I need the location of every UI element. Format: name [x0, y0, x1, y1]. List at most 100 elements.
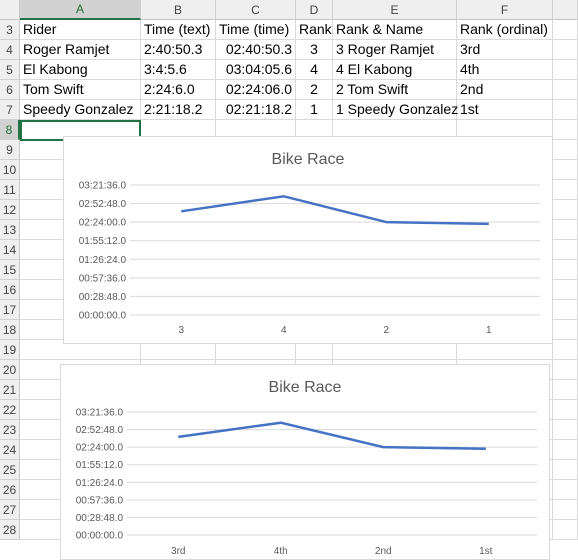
row-header-7[interactable]: 7 — [0, 100, 20, 120]
cell-b4[interactable]: 2:40:50.3 — [141, 40, 216, 60]
cell-g26[interactable] — [553, 480, 578, 500]
cell-f19[interactable] — [457, 340, 553, 360]
row-header-21[interactable]: 21 — [0, 380, 20, 400]
row-header-28[interactable]: 28 — [0, 520, 20, 540]
row-header-11[interactable]: 11 — [0, 180, 20, 200]
column-header-a[interactable]: A — [20, 0, 141, 20]
row-header-12[interactable]: 12 — [0, 200, 20, 220]
cell-c5[interactable]: 03:04:05.6 — [216, 60, 296, 80]
row-header-14[interactable]: 14 — [0, 240, 20, 260]
row-header-13[interactable]: 13 — [0, 220, 20, 240]
row-header-17[interactable]: 17 — [0, 300, 20, 320]
cell-g12[interactable] — [553, 200, 578, 220]
cell-g7[interactable] — [553, 100, 578, 120]
cell-b5[interactable]: 3:4:5.6 — [141, 60, 216, 80]
cell-e5[interactable]: 4 El Kabong — [333, 60, 457, 80]
cell-g10[interactable] — [553, 160, 578, 180]
cell-b7[interactable]: 2:21:18.2 — [141, 100, 216, 120]
bike-race-chart-rank[interactable]: Bike Race 03:21:36.0 02:52:48.0 02:24:00.0 0… — [63, 136, 553, 344]
cell-d7[interactable]: 1 — [296, 100, 333, 120]
row-header-24[interactable]: 24 — [0, 440, 20, 460]
cell-b3[interactable]: Time (text) — [141, 20, 216, 40]
column-header-e[interactable]: E — [333, 0, 457, 20]
cell-g9[interactable] — [553, 140, 578, 160]
cell-e7[interactable]: 1 Speedy Gonzalez — [333, 100, 458, 120]
cell-a4[interactable]: Roger Ramjet — [20, 40, 141, 60]
cell-g23[interactable] — [553, 420, 578, 440]
row-header-16[interactable]: 16 — [0, 280, 20, 300]
cell-c7[interactable]: 02:21:18.2 — [216, 100, 296, 120]
row-header-3[interactable]: 3 — [0, 20, 20, 40]
cell-g5[interactable] — [553, 60, 578, 80]
cell-a7[interactable]: Speedy Gonzalez — [20, 100, 141, 120]
column-header-c[interactable]: C — [216, 0, 296, 20]
row-header-25[interactable]: 25 — [0, 460, 20, 480]
series-line[interactable] — [181, 195, 489, 226]
cell-g6[interactable] — [553, 80, 578, 100]
cell-g24[interactable] — [553, 440, 578, 460]
cell-g22[interactable] — [553, 400, 578, 420]
cell-b19[interactable] — [141, 340, 216, 360]
cell-g13[interactable] — [553, 220, 578, 240]
row-header-6[interactable]: 6 — [0, 80, 20, 100]
row-header-9[interactable]: 9 — [0, 140, 20, 160]
row-header-15[interactable]: 15 — [0, 260, 20, 280]
cell-g8[interactable] — [553, 120, 578, 140]
cell-d5[interactable]: 4 — [296, 60, 333, 80]
cell-g16[interactable] — [553, 280, 578, 300]
cell-f3[interactable]: Rank (ordinal) — [457, 20, 553, 40]
select-all-corner[interactable] — [0, 0, 20, 20]
cell-b6[interactable]: 2:24:6.0 — [141, 80, 216, 100]
row-header-5[interactable]: 5 — [0, 60, 20, 80]
cell-d19[interactable] — [296, 340, 333, 360]
row-header-20[interactable]: 20 — [0, 360, 20, 380]
bike-race-chart-ordinal[interactable]: Bike Race 03:21:36.0 02:52:48.0 02:24:00.0 0… — [60, 364, 550, 560]
cell-a5[interactable]: El Kabong — [20, 60, 141, 80]
row-header-26[interactable]: 26 — [0, 480, 20, 500]
cell-g4[interactable] — [553, 40, 578, 60]
cell-e3[interactable]: Rank & Name — [333, 20, 457, 40]
series-line[interactable] — [178, 421, 486, 451]
cell-g28[interactable] — [553, 520, 578, 540]
cell-c4[interactable]: 02:40:50.3 — [216, 40, 296, 60]
cell-g14[interactable] — [553, 240, 578, 260]
cell-e4[interactable]: 3 Roger Ramjet — [333, 40, 457, 60]
cell-g17[interactable] — [553, 300, 578, 320]
row-header-19[interactable]: 19 — [0, 340, 20, 360]
column-header-d[interactable]: D — [296, 0, 333, 20]
row-header-18[interactable]: 18 — [0, 320, 20, 340]
cell-f7[interactable]: 1st — [457, 100, 553, 120]
cell-g11[interactable] — [553, 180, 578, 200]
cell-a19[interactable] — [20, 340, 141, 360]
cell-f4[interactable]: 3rd — [457, 40, 553, 60]
cell-g19[interactable] — [553, 340, 578, 360]
cell-e19[interactable] — [333, 340, 457, 360]
row-header-10[interactable]: 10 — [0, 160, 20, 180]
cell-f6[interactable]: 2nd — [457, 80, 553, 100]
cell-d3[interactable]: Rank — [296, 20, 333, 40]
cell-d4[interactable]: 3 — [296, 40, 333, 60]
cell-e6[interactable]: 2 Tom Swift — [333, 80, 457, 100]
column-header-b[interactable]: B — [141, 0, 216, 20]
cell-a3[interactable]: Rider — [20, 20, 141, 40]
row-header-8[interactable]: 8 — [0, 120, 20, 140]
cell-g27[interactable] — [553, 500, 578, 520]
cell-g18[interactable] — [553, 320, 578, 340]
row-header-4[interactable]: 4 — [0, 40, 20, 60]
cell-g3[interactable] — [553, 20, 578, 40]
cell-g21[interactable] — [553, 380, 578, 400]
cell-f5[interactable]: 4th — [457, 60, 553, 80]
y-tick-label: 01:55:12.0 — [79, 236, 127, 247]
row-header-22[interactable]: 22 — [0, 400, 20, 420]
cell-c6[interactable]: 02:24:06.0 — [216, 80, 296, 100]
row-header-23[interactable]: 23 — [0, 420, 20, 440]
cell-g25[interactable] — [553, 460, 578, 480]
cell-d6[interactable]: 2 — [296, 80, 333, 100]
cell-c3[interactable]: Time (time) — [216, 20, 296, 40]
cell-a6[interactable]: Tom Swift — [20, 80, 141, 100]
cell-c19[interactable] — [216, 340, 296, 360]
row-header-27[interactable]: 27 — [0, 500, 20, 520]
column-header-f[interactable]: F — [457, 0, 553, 20]
cell-g15[interactable] — [553, 260, 578, 280]
cell-g20[interactable] — [553, 360, 578, 380]
